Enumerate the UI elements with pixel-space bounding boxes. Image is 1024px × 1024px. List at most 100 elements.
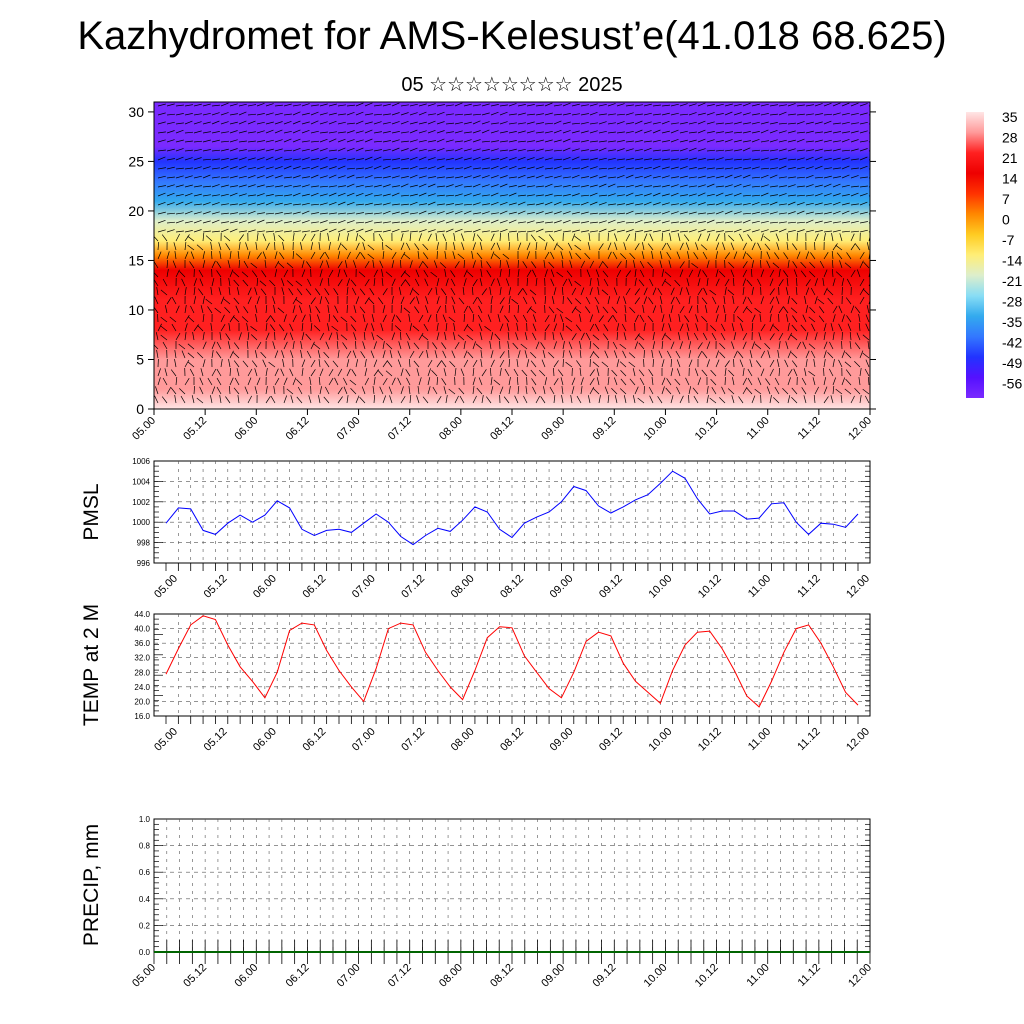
y-tick-label: 10 (128, 302, 144, 318)
y-tick-label: 16.0 (134, 712, 150, 721)
colorbar-label: -49 (1002, 355, 1022, 371)
x-tick-label: 07.12 (399, 726, 427, 754)
wind-barbs (154, 102, 870, 404)
x-tick-label: 09.00 (548, 573, 576, 601)
y-tick-label: 20 (128, 203, 144, 219)
y-tick-label: 0.2 (139, 921, 151, 930)
pmsl-panel: 996 998 1000 1002 1004 1006 05.00 05.12 06.00 06.… (80, 457, 872, 601)
temp2m-series-line (165, 615, 859, 708)
x-tick-label: 06.00 (232, 415, 260, 443)
x-tick-label: 06.12 (300, 573, 328, 601)
chart-subtitle: 05 ☆☆☆☆☆☆☆☆ 2025 (401, 74, 623, 96)
x-tick-label: 08.00 (449, 726, 477, 754)
x-tick-label: 06.12 (300, 726, 328, 754)
y-tick-label: 20.0 (134, 697, 150, 706)
x-tick-label: 08.12 (488, 415, 516, 443)
x-tick-label: 06.12 (284, 415, 312, 443)
y-tick-label: 32.0 (134, 654, 150, 663)
x-tick-label: 08.12 (498, 573, 526, 601)
colorbar-label: -42 (1002, 335, 1022, 351)
pmsl-series-line (165, 470, 859, 546)
x-tick-label: 10.00 (642, 962, 670, 990)
temp-panel: 16.0 20.0 24.0 28.0 32.0 36.0 40.0 44.0 05.00 05.… (80, 604, 872, 754)
x-tick-label: 12.00 (844, 573, 872, 601)
y-tick-label: 36.0 (134, 639, 150, 648)
x-tick-label: 11.00 (746, 573, 773, 600)
y-tick-label: 0.0 (139, 948, 151, 957)
y-tick-label: 996 (137, 559, 151, 568)
x-tick-label: 09.12 (590, 962, 618, 990)
colorbar-label: 35 (1002, 109, 1018, 125)
x-tick-label: 10.12 (693, 962, 721, 990)
x-tick-label: 06.12 (284, 962, 312, 990)
x-tick-label: 09.12 (597, 726, 625, 754)
y-tick-label: 15 (128, 252, 144, 268)
y-tick-label: 1002 (132, 498, 150, 507)
y-tick-label: 24.0 (134, 683, 150, 692)
x-tick-label: 12.00 (844, 726, 872, 754)
x-tick-label: 09.12 (590, 415, 618, 443)
y-tick-label: 0.6 (139, 868, 151, 877)
y-tick-label: 0 (136, 401, 144, 417)
x-tick-label: 08.00 (437, 962, 465, 990)
y-tick-label: 1.0 (139, 815, 151, 824)
y-tick-label: 25 (128, 153, 144, 169)
colorbar-label: 14 (1002, 171, 1018, 187)
x-tick-label: 07.12 (386, 415, 414, 443)
colorbar-label: -14 (1002, 253, 1022, 269)
x-tick-label: 09.00 (539, 415, 567, 443)
x-tick-label: 07.12 (386, 962, 414, 990)
x-tick-label: 07.00 (335, 415, 363, 443)
cross-section-field (154, 102, 870, 409)
x-tick-label: 08.00 (437, 415, 465, 443)
x-tick-label: 07.00 (350, 726, 378, 754)
colorbar-label: 28 (1002, 130, 1018, 146)
x-tick-label: 08.12 (488, 962, 516, 990)
x-tick-label: 10.00 (642, 415, 670, 443)
colorbar-label: -56 (1002, 376, 1022, 392)
y-tick-label: 1006 (132, 457, 150, 466)
x-tick-label: 05.00 (130, 962, 158, 990)
colorbar-scale (966, 112, 984, 398)
y-tick-label: 40.0 (134, 625, 150, 634)
x-tick-label: 05.00 (152, 726, 180, 754)
colorbar-label: -28 (1002, 294, 1022, 310)
x-tick-label: 08.12 (498, 726, 526, 754)
x-tick-label: 06.00 (251, 726, 279, 754)
colorbar: 35 28 21 14 7 0 -7 -14 -21 -28 -35 -42 -49 -56 (966, 109, 1022, 398)
y-tick-label: 998 (137, 539, 151, 548)
colorbar-label: -21 (1002, 273, 1022, 289)
chart-title: Kazhydromet for AMS-Kelesust’e(41.018 68… (77, 14, 947, 58)
cross-section-panel: 0 5 10 15 20 25 30 05.00 05.12 06.00 06.12 07.00 07.… (128, 101, 876, 443)
x-tick-label: 09.12 (597, 573, 625, 601)
x-tick-label: 07.00 (335, 962, 363, 990)
y-tick-label: 1000 (132, 518, 150, 527)
y-tick-label: 1004 (132, 477, 150, 486)
x-tick-label: 06.00 (251, 573, 279, 601)
x-tick-label: 06.00 (232, 962, 260, 990)
y-tick-label: 44.0 (134, 610, 150, 619)
x-tick-label: 12.00 (846, 415, 874, 443)
y-tick-label: 0.4 (139, 895, 151, 904)
x-tick-label: 11.00 (744, 962, 771, 989)
x-tick-label: 12.00 (846, 962, 874, 990)
x-tick-label: 09.00 (539, 962, 567, 990)
colorbar-label: -7 (1002, 232, 1015, 248)
precip-ylabel: PRECIP, mm (80, 824, 103, 946)
x-tick-label: 05.12 (181, 962, 209, 990)
x-tick-label: 05.12 (202, 573, 230, 601)
x-tick-label: 10.00 (646, 573, 674, 601)
x-tick-label: 10.00 (646, 726, 674, 754)
precip-panel: 0.0 0.2 0.4 0.6 0.8 1.0 05.00 05.12 06.00 06.12 07… (80, 815, 874, 990)
x-tick-label: 07.00 (350, 573, 378, 601)
x-tick-label: 11.00 (746, 726, 773, 753)
colorbar-label: 0 (1002, 212, 1010, 228)
x-tick-label: 08.00 (449, 573, 477, 601)
y-tick-label: 30 (128, 104, 144, 120)
temp2m-ylabel: TEMP at 2 M (80, 604, 103, 726)
x-tick-label: 11.12 (795, 573, 822, 600)
colorbar-label: -35 (1002, 314, 1022, 330)
x-tick-label: 05.12 (202, 726, 230, 754)
y-tick-label: 5 (136, 351, 144, 367)
